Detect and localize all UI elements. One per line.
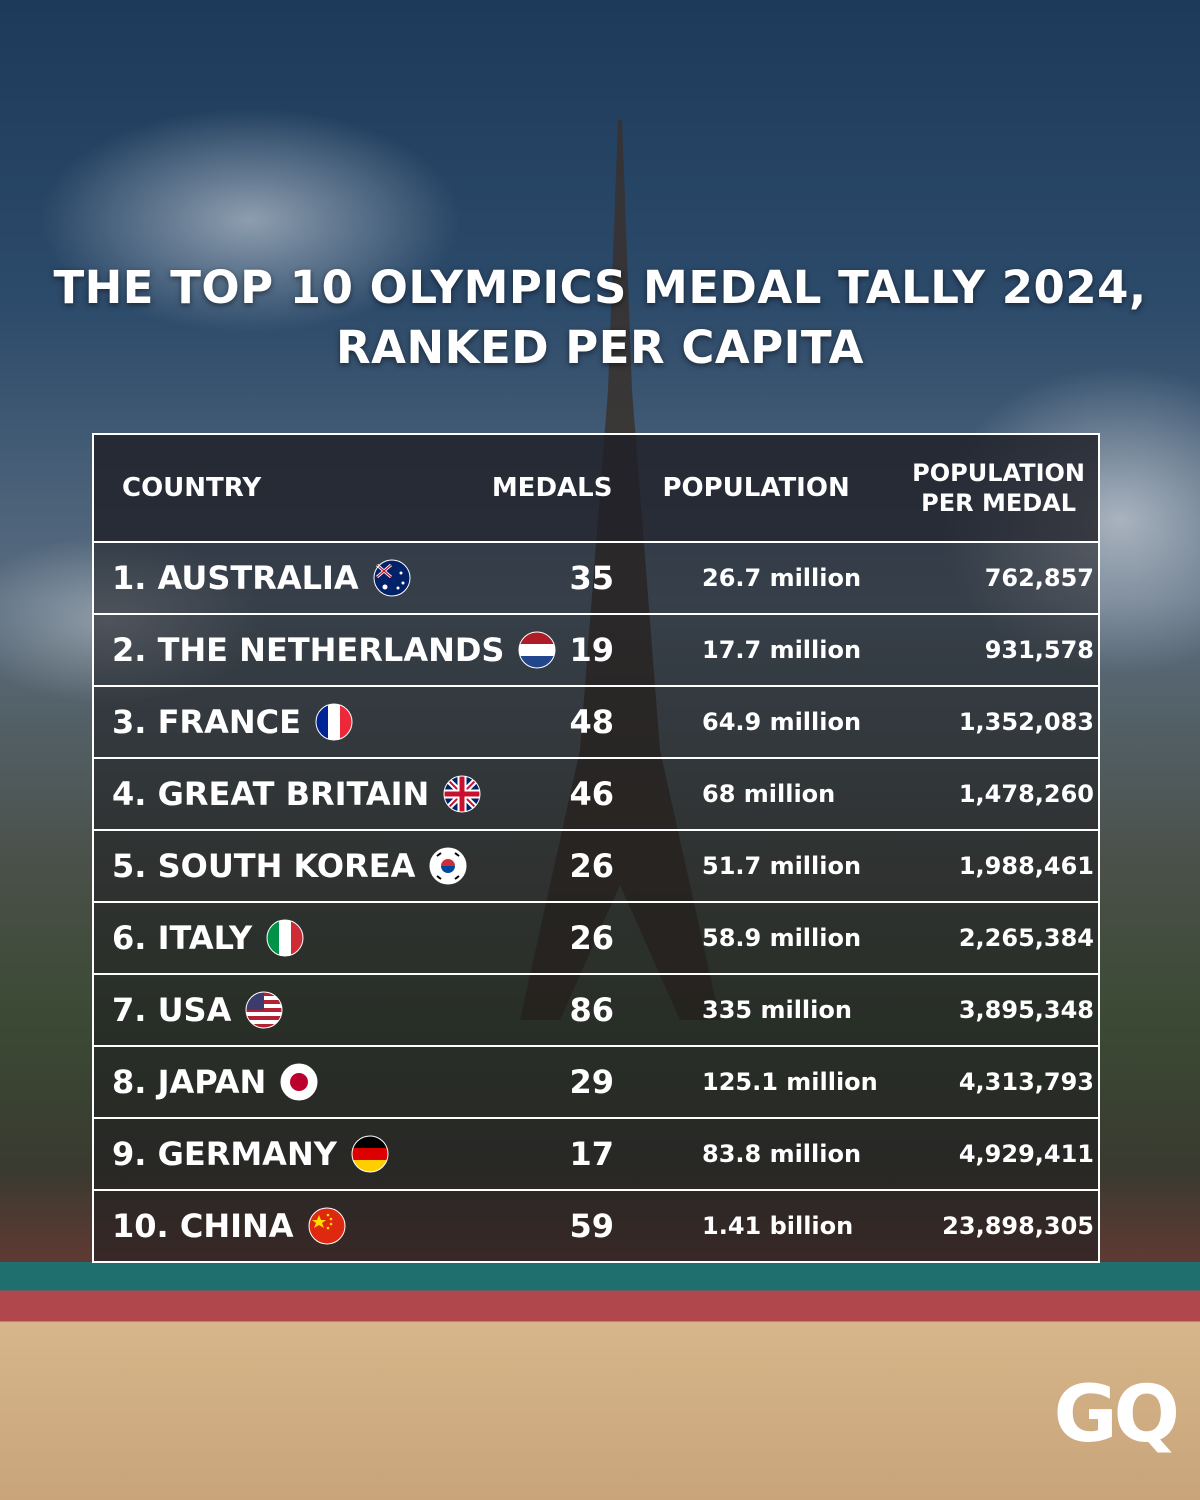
medals-cell: 46 bbox=[569, 775, 614, 813]
country-cell: 2. THE NETHERLANDS bbox=[94, 631, 556, 669]
per-medal-cell: 4,929,411 bbox=[958, 1140, 1094, 1168]
population-cell: 335 million bbox=[702, 996, 852, 1024]
flag-icon bbox=[429, 847, 467, 885]
country-cell: 10. CHINA bbox=[94, 1207, 502, 1245]
medals-cell: 17 bbox=[569, 1135, 614, 1173]
population-cell: 58.9 million bbox=[702, 924, 862, 952]
population-cell: 64.9 million bbox=[702, 708, 862, 736]
population-cell: 51.7 million bbox=[702, 852, 862, 880]
header-row: COUNTRY MEDALS POPULATION POPULATION PER… bbox=[94, 435, 1098, 541]
table-row: 2. THE NETHERLANDS 19 17.7 million 931,578 bbox=[94, 613, 1098, 685]
per-medal-cell: 3,895,348 bbox=[958, 996, 1094, 1024]
population-cell: 83.8 million bbox=[702, 1140, 862, 1168]
country-cell: 9. GERMANY bbox=[94, 1135, 502, 1173]
population-cell: 68 million bbox=[702, 780, 836, 808]
country-name: 4. GREAT BRITAIN bbox=[112, 775, 430, 813]
medals-cell: 19 bbox=[569, 631, 614, 669]
country-cell: 5. SOUTH KOREA bbox=[94, 847, 502, 885]
column-header: COUNTRY bbox=[122, 473, 262, 503]
population-cell: 26.7 million bbox=[702, 564, 862, 592]
title: THE TOP 10 OLYMPICS MEDAL TALLY 2024, RA… bbox=[0, 258, 1200, 378]
flag-icon bbox=[518, 631, 556, 669]
medals-cell: 48 bbox=[569, 703, 614, 741]
logo: GQ bbox=[1053, 1370, 1180, 1460]
medal-table: COUNTRY MEDALS POPULATION POPULATION PER… bbox=[92, 433, 1100, 1263]
column-header: MEDALS bbox=[491, 473, 613, 503]
flag-icon bbox=[351, 1135, 389, 1173]
country-cell: 7. USA bbox=[94, 991, 502, 1029]
table-row: 10. CHINA 59 1.41 billion 23,898,305 bbox=[94, 1189, 1098, 1261]
background-court bbox=[0, 1262, 1200, 1500]
per-medal-cell: 4,313,793 bbox=[958, 1068, 1094, 1096]
country-name: 3. FRANCE bbox=[112, 703, 301, 741]
per-medal-cell: 762,857 bbox=[984, 564, 1094, 592]
medals-cell: 86 bbox=[569, 991, 614, 1029]
table-row: 8. JAPAN 29 125.1 million 4,313,793 bbox=[94, 1045, 1098, 1117]
population-cell: 125.1 million bbox=[702, 1068, 878, 1096]
flag-icon bbox=[308, 1207, 346, 1245]
flag-icon bbox=[373, 559, 411, 597]
medals-cell: 59 bbox=[569, 1207, 614, 1245]
table-row: 3. FRANCE 48 64.9 million 1,352,083 bbox=[94, 685, 1098, 757]
medals-cell: 29 bbox=[569, 1063, 614, 1101]
title-line: THE TOP 10 OLYMPICS MEDAL TALLY 2024, bbox=[53, 261, 1147, 314]
flag-icon bbox=[266, 919, 304, 957]
country-name: 9. GERMANY bbox=[112, 1135, 337, 1173]
per-medal-cell: 1,478,260 bbox=[958, 780, 1094, 808]
column-header: POPULATION bbox=[662, 473, 850, 503]
country-name: 10. CHINA bbox=[112, 1207, 294, 1245]
medals-cell: 35 bbox=[569, 559, 614, 597]
flag-icon bbox=[245, 991, 283, 1029]
column-header: POPULATION PER MEDAL bbox=[912, 459, 1085, 517]
country-name: 6. ITALY bbox=[112, 919, 253, 957]
per-medal-cell: 1,352,083 bbox=[958, 708, 1094, 736]
country-name: 2. THE NETHERLANDS bbox=[112, 631, 505, 669]
flag-icon bbox=[315, 703, 353, 741]
table-row: 7. USA 86 335 million 3,895,348 bbox=[94, 973, 1098, 1045]
table-row: 6. ITALY 26 58.9 million 2,265,384 bbox=[94, 901, 1098, 973]
country-name: 8. JAPAN bbox=[112, 1063, 267, 1101]
country-cell: 3. FRANCE bbox=[94, 703, 502, 741]
per-medal-cell: 23,898,305 bbox=[942, 1212, 1094, 1240]
flag-icon bbox=[443, 775, 481, 813]
table-row: 4. GREAT BRITAIN 46 68 million 1,478,260 bbox=[94, 757, 1098, 829]
population-cell: 17.7 million bbox=[702, 636, 862, 664]
medals-cell: 26 bbox=[569, 847, 614, 885]
per-medal-cell: 1,988,461 bbox=[958, 852, 1094, 880]
country-name: 1. AUSTRALIA bbox=[112, 559, 359, 597]
per-medal-cell: 2,265,384 bbox=[958, 924, 1094, 952]
medals-cell: 26 bbox=[569, 919, 614, 957]
country-cell: 4. GREAT BRITAIN bbox=[94, 775, 502, 813]
table-row: 5. SOUTH KOREA 26 51.7 million 1,988,461 bbox=[94, 829, 1098, 901]
table-row: 9. GERMANY 17 83.8 million 4,929,411 bbox=[94, 1117, 1098, 1189]
country-cell: 8. JAPAN bbox=[94, 1063, 502, 1101]
per-medal-cell: 931,578 bbox=[984, 636, 1094, 664]
country-cell: 1. AUSTRALIA bbox=[94, 559, 502, 597]
country-name: 5. SOUTH KOREA bbox=[112, 847, 416, 885]
country-name: 7. USA bbox=[112, 991, 232, 1029]
flag-icon bbox=[280, 1063, 318, 1101]
table-row: 1. AUSTRALIA 35 26.7 million 762,857 bbox=[94, 541, 1098, 613]
title-line: RANKED PER CAPITA bbox=[336, 321, 864, 374]
country-cell: 6. ITALY bbox=[94, 919, 502, 957]
population-cell: 1.41 billion bbox=[702, 1212, 854, 1240]
